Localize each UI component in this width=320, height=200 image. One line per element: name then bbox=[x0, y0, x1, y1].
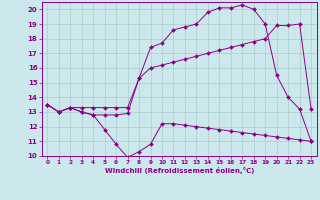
X-axis label: Windchill (Refroidissement éolien,°C): Windchill (Refroidissement éolien,°C) bbox=[105, 167, 254, 174]
